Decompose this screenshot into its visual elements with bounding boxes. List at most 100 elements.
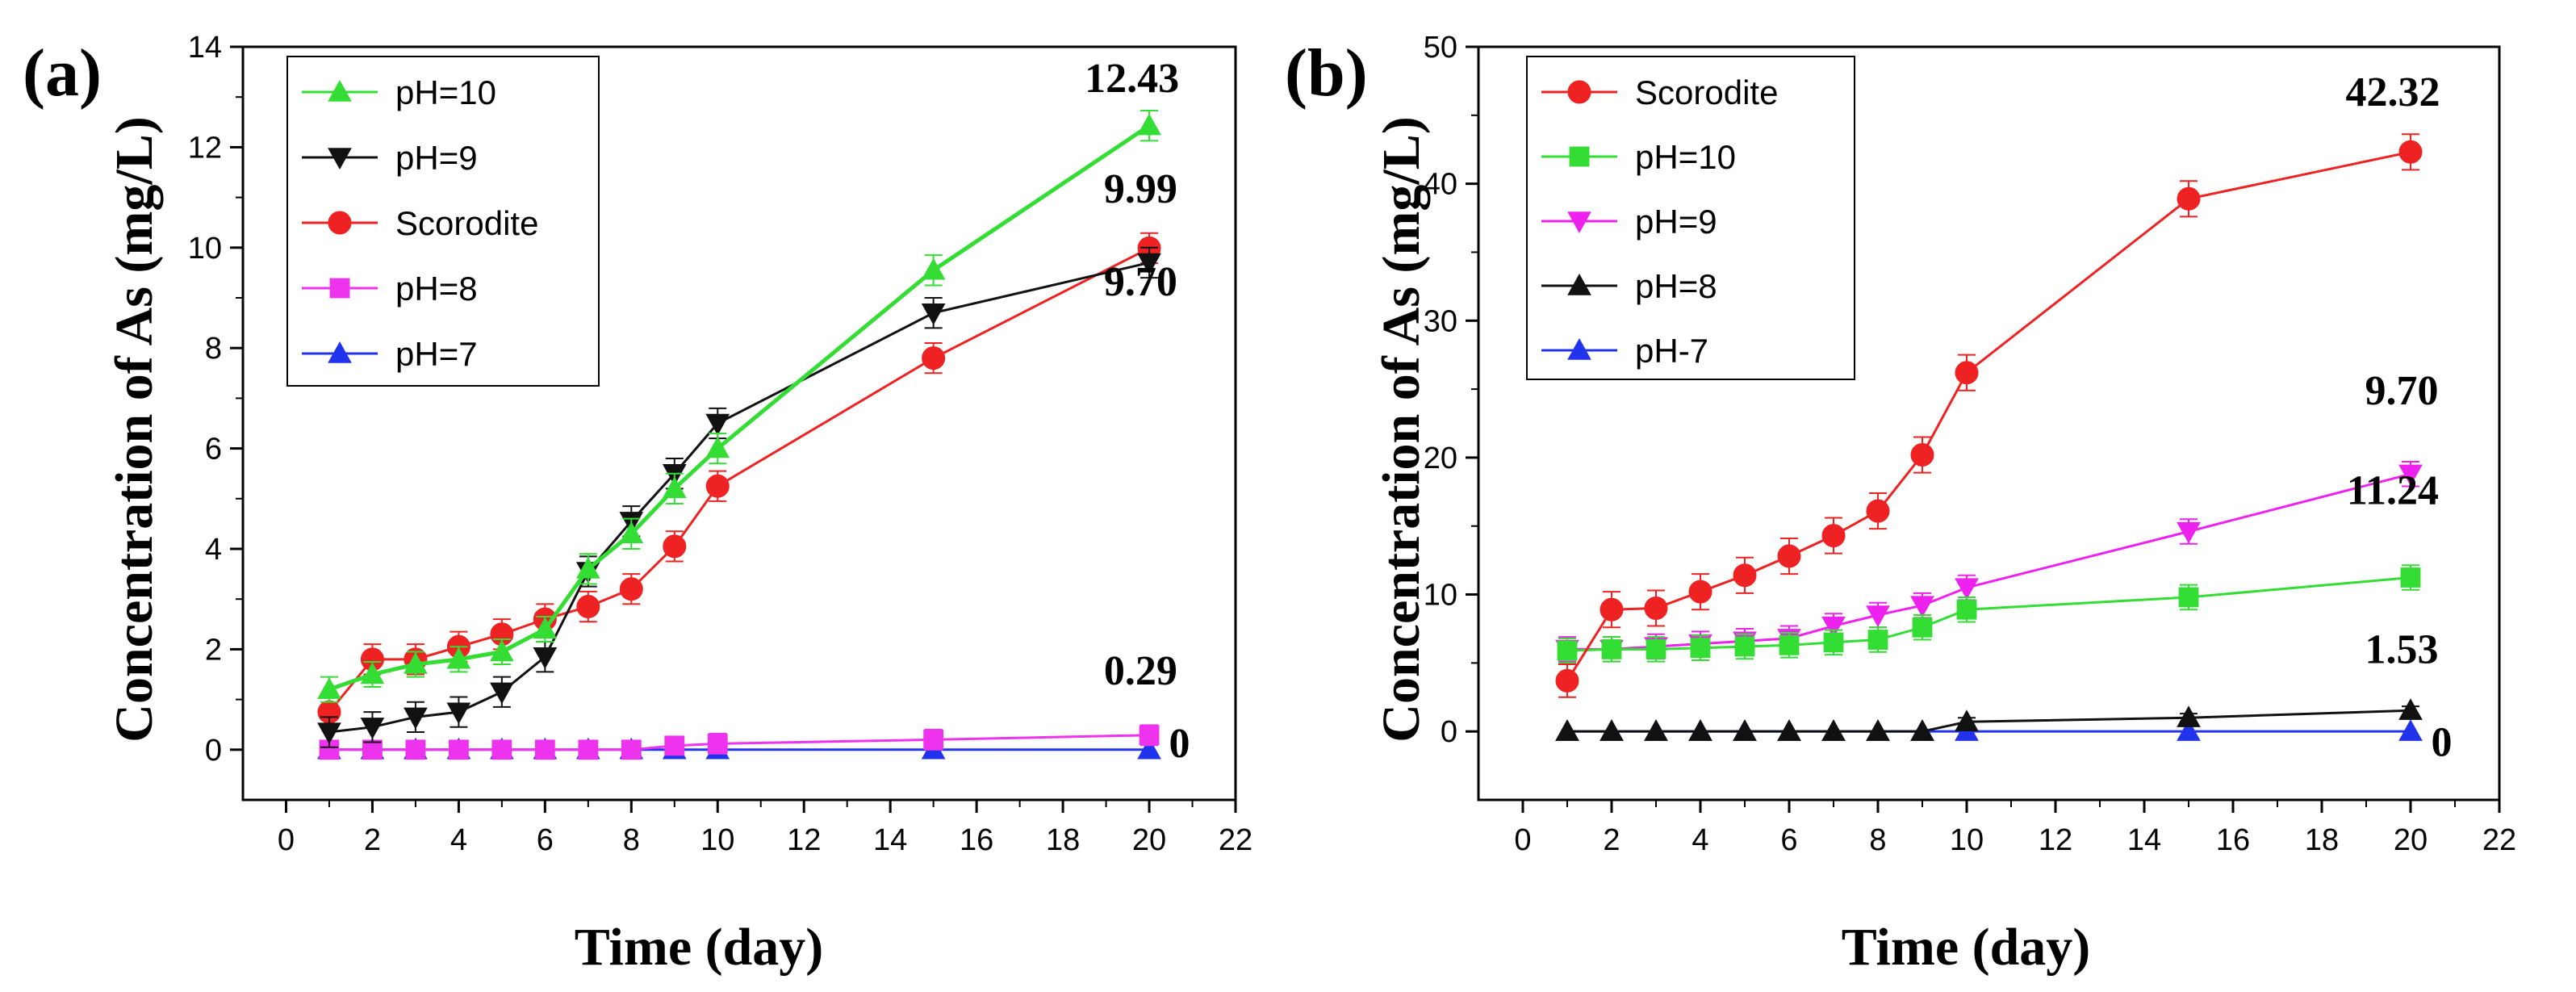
x-tick-label: 0 bbox=[278, 823, 295, 857]
data-point bbox=[1688, 580, 1712, 604]
data-point bbox=[446, 647, 471, 669]
data-point bbox=[362, 739, 383, 760]
legend-label: pH=10 bbox=[1635, 138, 1736, 176]
value-annotation: 1.53 bbox=[2365, 626, 2439, 672]
legend-label: pH=8 bbox=[395, 270, 478, 308]
data-point bbox=[448, 739, 469, 760]
legend-item: pH=7 bbox=[302, 335, 478, 373]
data-point bbox=[1955, 709, 1979, 732]
data-point bbox=[575, 556, 600, 579]
legend-item: Scorodite bbox=[302, 204, 538, 242]
data-point bbox=[1779, 634, 1800, 655]
legend-item: pH=8 bbox=[1541, 267, 1717, 305]
series-pH=8 bbox=[1555, 698, 2423, 741]
plot-frame-b bbox=[1477, 45, 2501, 802]
legend-item: pH=10 bbox=[1541, 138, 1736, 176]
data-point bbox=[1557, 640, 1578, 661]
data-point bbox=[405, 739, 426, 760]
x-tick-label: 18 bbox=[2305, 823, 2339, 857]
data-point bbox=[1600, 719, 1624, 741]
x-tick-label: 14 bbox=[2127, 823, 2161, 857]
data-point bbox=[1866, 499, 1890, 523]
data-point bbox=[404, 707, 428, 730]
data-point bbox=[533, 647, 558, 669]
y-tick-label: 30 bbox=[1424, 304, 1457, 338]
data-point bbox=[707, 733, 728, 754]
legend-marker bbox=[1567, 80, 1591, 104]
legend-label: Scorodite bbox=[395, 204, 538, 242]
value-annotation: 9.70 bbox=[2365, 368, 2439, 414]
data-point bbox=[1137, 737, 1161, 760]
x-axis-title-b: Time (day) bbox=[1842, 918, 2091, 977]
series-pH=9 bbox=[1555, 460, 2423, 663]
series-pH=8 bbox=[319, 724, 1160, 760]
data-point bbox=[621, 739, 642, 760]
data-point bbox=[2398, 698, 2423, 720]
data-point bbox=[664, 735, 685, 756]
plot-frame-a bbox=[241, 45, 1237, 802]
data-point bbox=[2177, 521, 2201, 544]
legend-marker bbox=[1567, 337, 1591, 360]
data-point bbox=[1139, 725, 1160, 746]
data-point bbox=[1555, 668, 1579, 693]
data-point bbox=[490, 639, 514, 662]
data-point bbox=[2400, 567, 2421, 588]
data-point bbox=[2177, 719, 2201, 741]
data-point bbox=[534, 739, 555, 760]
series-layer-a bbox=[317, 109, 1161, 760]
data-point bbox=[1600, 597, 1624, 622]
data-point bbox=[2177, 705, 2201, 727]
data-point bbox=[1644, 596, 1668, 621]
x-tick-label: 16 bbox=[2216, 823, 2250, 857]
series-line bbox=[1567, 709, 2411, 733]
y-tick-label: 14 bbox=[188, 31, 222, 65]
legend-item: pH=9 bbox=[1541, 203, 1717, 241]
data-point bbox=[2178, 587, 2199, 608]
data-point bbox=[1955, 578, 1979, 601]
data-point bbox=[1823, 632, 1844, 653]
data-point bbox=[2177, 186, 2201, 211]
data-point bbox=[1601, 639, 1622, 659]
data-point bbox=[317, 722, 341, 745]
panel-label-b: (b) bbox=[1285, 36, 1368, 111]
data-point bbox=[1956, 599, 1977, 620]
x-tick-label: 4 bbox=[450, 823, 467, 857]
x-tick-label: 20 bbox=[2394, 823, 2428, 857]
y-axis-title-a: Concentration of As (mg/L) bbox=[105, 116, 164, 742]
x-tick-label: 4 bbox=[1692, 823, 1708, 857]
data-point bbox=[1866, 605, 1890, 628]
data-point bbox=[576, 595, 600, 619]
axis-ticks-b: 0 2 4 6 8 10 12 14 16 18 20 22 0 10 20 30 40 50 bbox=[1424, 31, 2516, 857]
y-tick-label: 0 bbox=[205, 734, 222, 768]
legend-marker bbox=[328, 79, 352, 102]
value-annotation: 0 bbox=[2432, 720, 2453, 766]
x-tick-label: 22 bbox=[1219, 823, 1252, 857]
data-point bbox=[578, 739, 599, 760]
legend-label: pH=10 bbox=[395, 73, 496, 111]
series-Scorodite bbox=[1555, 133, 2423, 698]
legend-label: Scorodite bbox=[1635, 73, 1778, 111]
data-point bbox=[1733, 719, 1757, 741]
annotations-a: 12.43 9.99 9.70 0.29 0 bbox=[1085, 56, 1190, 767]
data-point bbox=[1821, 524, 1846, 548]
data-point bbox=[1867, 630, 1888, 650]
data-point bbox=[1555, 719, 1579, 741]
data-point bbox=[1912, 617, 1933, 638]
data-point bbox=[705, 413, 730, 436]
legend-marker bbox=[1567, 273, 1591, 295]
data-point bbox=[1910, 719, 1934, 741]
value-annotation: 11.24 bbox=[2347, 468, 2439, 514]
data-point bbox=[705, 474, 730, 498]
legend-label: pH-7 bbox=[1635, 332, 1708, 370]
data-point bbox=[360, 718, 385, 739]
legend-label: pH=8 bbox=[1635, 267, 1717, 305]
data-point bbox=[663, 534, 687, 559]
data-point bbox=[1644, 719, 1668, 741]
x-tick-label: 16 bbox=[960, 823, 993, 857]
data-point bbox=[360, 662, 385, 684]
data-point bbox=[662, 476, 687, 499]
x-tick-label: 2 bbox=[364, 823, 381, 857]
data-point bbox=[1955, 361, 1979, 385]
x-tick-label: 10 bbox=[1950, 823, 1984, 857]
